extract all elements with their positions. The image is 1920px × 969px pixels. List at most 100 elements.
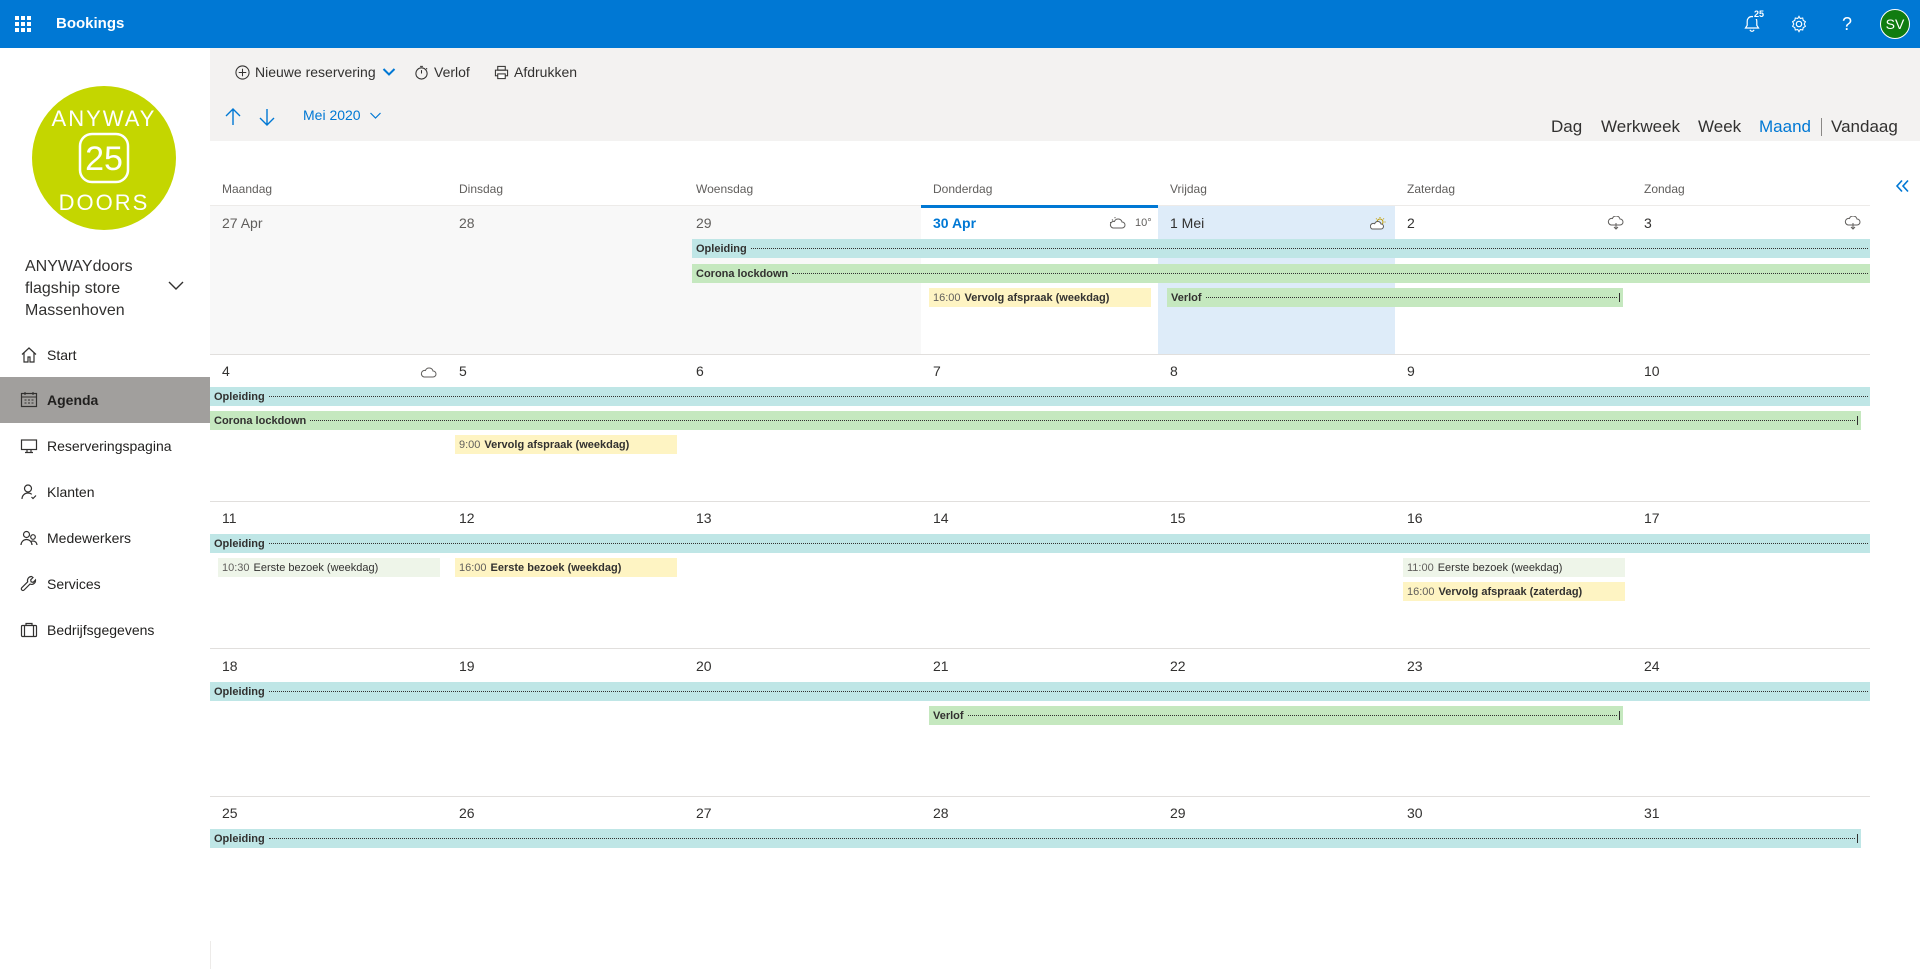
day-number[interactable]: 17	[1644, 510, 1660, 526]
sidebar-item-label: Medewerkers	[47, 530, 132, 546]
briefcase-icon	[19, 620, 39, 640]
day-number[interactable]: 30	[1407, 805, 1423, 821]
sidebar-item-start[interactable]: Start	[0, 332, 210, 378]
appointment[interactable]: 11:00 Eerste bezoek (weekdag)	[1403, 558, 1625, 577]
sidebar-item-medewerkers[interactable]: Medewerkers	[0, 515, 210, 561]
day-number[interactable]: 16	[1407, 510, 1423, 526]
day-number[interactable]: 7	[933, 363, 941, 379]
appointment[interactable]: 16:00 Eerste bezoek (weekdag)	[455, 558, 677, 577]
month-selector[interactable]: Mei 2020	[303, 107, 382, 123]
all-day-event[interactable]: Corona lockdown	[692, 264, 1870, 283]
day-number[interactable]: 2	[1407, 215, 1415, 231]
today-button[interactable]: Vandaag	[1831, 117, 1898, 136]
day-number[interactable]: 26	[459, 805, 475, 821]
day-number[interactable]: 1 Mei	[1170, 215, 1205, 231]
help-button[interactable]: ?	[1835, 12, 1859, 36]
all-day-event[interactable]: Opleiding	[210, 534, 1870, 553]
appointment[interactable]: 10:30 Eerste bezoek (weekdag)	[218, 558, 440, 577]
store-name[interactable]: ANYWAYdoors flagship store Massenhoven	[25, 256, 185, 322]
day-number[interactable]: 23	[1407, 658, 1423, 674]
event-end-marker	[1857, 834, 1858, 843]
day-number[interactable]: 21	[933, 658, 949, 674]
sidebar-item-reserveringspagina[interactable]: Reserveringspagina	[0, 423, 210, 469]
appointment-time: 10:30	[222, 561, 250, 574]
day-number[interactable]: 31	[1644, 805, 1660, 821]
view-month-tab[interactable]: Maand	[1759, 117, 1811, 136]
svg-text:ANYWAY: ANYWAY	[52, 106, 157, 131]
monitor-icon	[19, 436, 39, 456]
day-number[interactable]: 6	[696, 363, 704, 379]
day-number[interactable]: 27 Apr	[222, 215, 263, 231]
day-number[interactable]: 27	[696, 805, 712, 821]
day-number[interactable]: 14	[933, 510, 949, 526]
event-title: Corona lockdown	[692, 267, 793, 280]
day-number[interactable]: 24	[1644, 658, 1660, 674]
day-number[interactable]: 11	[222, 510, 237, 526]
day-number[interactable]: 25	[222, 805, 238, 821]
today-indicator	[921, 205, 1158, 208]
content-border	[210, 941, 211, 969]
day-number[interactable]: 8	[1170, 363, 1178, 379]
day-number[interactable]: 20	[696, 658, 712, 674]
all-day-event[interactable]: Opleiding	[210, 682, 1870, 701]
day-number[interactable]: 19	[459, 658, 475, 674]
event-span-line	[268, 691, 1868, 692]
day-number[interactable]: 28	[459, 215, 475, 231]
all-day-event[interactable]: Opleiding	[210, 829, 1861, 848]
day-number-today[interactable]: 30 Apr	[933, 215, 977, 231]
chevron-down-icon[interactable]	[167, 276, 185, 294]
view-week-tab[interactable]: Week	[1698, 117, 1742, 136]
day-number[interactable]: 22	[1170, 658, 1186, 674]
day-number[interactable]: 15	[1170, 510, 1186, 526]
day-number[interactable]: 3	[1644, 215, 1652, 231]
day-number[interactable]: 9	[1407, 363, 1415, 379]
double-chevron-left-icon[interactable]	[1894, 178, 1910, 194]
view-day-tab[interactable]: Dag	[1551, 117, 1583, 136]
day-number[interactable]: 10	[1644, 363, 1660, 379]
chevron-down-icon	[369, 112, 381, 119]
event-title: Verlof	[1167, 291, 1206, 304]
view-workweek-tab[interactable]: Werkweek	[1601, 117, 1681, 136]
sidebar-item-label: Start	[47, 347, 77, 363]
day-number[interactable]: 13	[696, 510, 712, 526]
appointment-time: 11:00	[1407, 561, 1434, 574]
all-day-event[interactable]: Corona lockdown	[210, 411, 1861, 430]
avatar[interactable]: SV	[1880, 9, 1910, 39]
day-number[interactable]: 4	[222, 363, 230, 379]
all-day-event[interactable]: Opleiding	[210, 387, 1870, 406]
settings-button[interactable]	[1787, 12, 1811, 36]
appointment[interactable]: 16:00 Vervolg afspraak (weekdag)	[929, 288, 1151, 307]
appointment-time: 16:00	[1407, 585, 1435, 598]
app-launcher-icon[interactable]	[13, 14, 33, 34]
store-name-line: flagship store	[25, 280, 121, 297]
all-day-event[interactable]: Verlof	[1167, 288, 1623, 307]
appointment-name: Eerste bezoek (weekdag)	[253, 561, 379, 574]
print-button[interactable]: Afdrukken	[494, 62, 577, 82]
new-booking-button[interactable]: Nieuwe reservering	[235, 62, 401, 82]
timeoff-button[interactable]: Verlof	[414, 62, 470, 82]
weekday-header: Donderdag	[933, 182, 993, 196]
sidebar-item-agenda[interactable]: Agenda	[0, 377, 210, 423]
day-number[interactable]: 28	[933, 805, 949, 821]
appointment[interactable]: 9:00 Vervolg afspraak (weekdag)	[455, 435, 677, 454]
day-number[interactable]: 29	[696, 215, 712, 231]
sidebar-item-klanten[interactable]: Klanten	[0, 469, 210, 515]
all-day-event[interactable]: Opleiding	[692, 239, 1870, 258]
all-day-event[interactable]: Verlof	[929, 706, 1623, 725]
store-name-line: Massenhoven	[25, 302, 125, 319]
appointment-time: 16:00	[459, 561, 487, 574]
sidebar-item-bedrijfsgegevens[interactable]: Bedrijfsgegevens	[0, 607, 210, 653]
staff-icon	[19, 528, 39, 548]
day-number[interactable]: 29	[1170, 805, 1186, 821]
weekday-header: Zondag	[1644, 182, 1685, 196]
appointment[interactable]: 16:00 Vervolg afspraak (zaterdag)	[1403, 582, 1625, 601]
day-number[interactable]: 5	[459, 363, 467, 379]
notifications-button[interactable]: 25	[1740, 9, 1766, 36]
day-number[interactable]: 18	[222, 658, 238, 674]
month-label: Mei 2020	[303, 107, 361, 123]
arrow-down-icon[interactable]	[256, 106, 278, 128]
sidebar-item-services[interactable]: Services	[0, 561, 210, 607]
app-title[interactable]: Bookings	[56, 15, 125, 32]
day-number[interactable]: 12	[459, 510, 475, 526]
arrow-up-icon[interactable]	[222, 106, 244, 128]
